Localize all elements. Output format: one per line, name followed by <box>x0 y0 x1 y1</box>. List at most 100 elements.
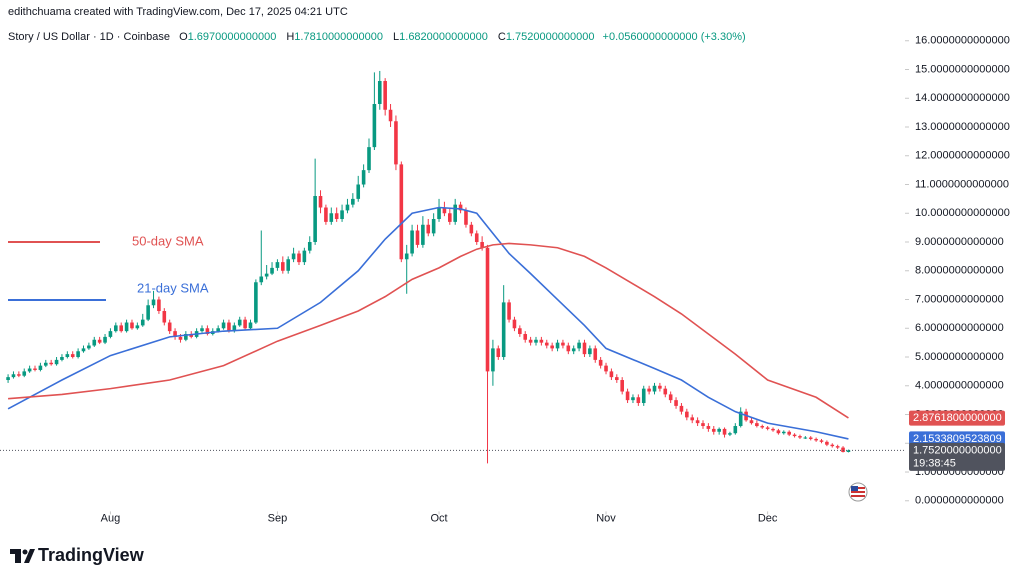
candle-body <box>318 196 323 208</box>
candle-body <box>749 420 754 424</box>
candle-body <box>641 388 646 404</box>
ohlc-item: L1.6820000000000 <box>393 31 492 43</box>
candle-body <box>345 204 350 211</box>
candle-body <box>43 362 48 366</box>
candle-body <box>38 365 43 370</box>
candle-body <box>243 319 247 329</box>
ohlc-value: 1.7810000000000 <box>294 31 384 43</box>
candle-body <box>711 428 716 432</box>
candle-body <box>97 339 102 343</box>
candle-body <box>65 354 70 358</box>
candle-body <box>717 428 721 432</box>
candle-body <box>620 380 624 392</box>
candle-body <box>162 311 167 323</box>
candle-body <box>421 224 425 245</box>
candle-body <box>410 230 414 254</box>
candle-body <box>329 213 334 222</box>
candle-body <box>491 348 495 372</box>
candle-body <box>221 322 226 329</box>
candle-body <box>733 426 738 434</box>
logo-icon <box>10 549 35 563</box>
candle-body <box>60 357 64 360</box>
change-value: +0.0560000000000 (+3.30%) <box>602 31 746 43</box>
candle-body <box>324 207 328 222</box>
candle-body <box>647 388 651 392</box>
candle-body <box>835 446 840 448</box>
sma-line <box>7 206 849 440</box>
candle-body <box>264 273 269 277</box>
candle-body <box>706 426 711 429</box>
candle-body <box>130 322 134 329</box>
candle-body <box>555 342 560 349</box>
candle-body <box>636 397 641 404</box>
candle-body <box>103 336 107 343</box>
ohlc-item: O1.6970000000000 <box>179 31 280 43</box>
legend-label: 21-day SMA <box>137 280 209 295</box>
candle-body <box>658 385 662 389</box>
candle-body <box>426 224 431 234</box>
candle-body <box>377 81 382 105</box>
candle-body <box>598 359 603 366</box>
price-badge-label: 2.1533809523809 <box>913 433 1002 445</box>
x-tick-label: Aug <box>101 512 121 524</box>
y-tick-label: 4.0000000000000 <box>915 380 1004 392</box>
candle-body <box>496 348 501 358</box>
candle-body <box>173 331 177 337</box>
candle-body <box>501 302 506 358</box>
y-tick-label: 0.0000000000000 <box>915 495 1004 507</box>
sma-line <box>8 242 849 419</box>
y-tick-label: 12.0000000000000 <box>915 150 1010 162</box>
candle-body <box>512 319 517 329</box>
candle-body <box>571 348 576 352</box>
candle-body <box>351 198 355 205</box>
candle-body <box>765 427 770 429</box>
candle-body <box>722 428 727 435</box>
candle-body <box>781 431 786 434</box>
candle-body <box>701 423 705 427</box>
attribution: edithchuama created with TradingView.com… <box>8 6 348 18</box>
candle-body <box>668 394 673 401</box>
candle-body <box>825 441 829 445</box>
candle-body <box>534 339 538 343</box>
candle-body <box>356 184 361 199</box>
candle-body <box>54 359 59 365</box>
candle-body <box>216 328 220 332</box>
candle-body <box>453 204 457 222</box>
candle-body <box>146 305 150 320</box>
price-badge-time: 19:38:45 <box>913 457 956 469</box>
candle-body <box>11 374 16 378</box>
candle-body <box>523 334 528 340</box>
candle-body <box>561 342 565 346</box>
candle-body <box>798 436 802 438</box>
flag-icon <box>848 482 868 502</box>
candle-body <box>334 213 339 220</box>
price-badge-label: 1.7520000000000 <box>913 444 1002 456</box>
candle-body <box>291 253 296 260</box>
y-tick-label: 5.0000000000000 <box>915 351 1004 363</box>
candle-body <box>184 334 188 340</box>
candle-body <box>819 440 824 442</box>
candle-body <box>544 342 549 346</box>
candle-body <box>539 339 544 343</box>
candle-body <box>92 339 97 346</box>
y-tick-label: 13.0000000000000 <box>915 121 1010 133</box>
price-badge <box>909 431 1005 447</box>
candle-body <box>776 430 781 434</box>
candle-body <box>663 388 668 395</box>
candle-body <box>404 253 409 260</box>
candle-body <box>6 377 10 381</box>
candle-body <box>728 433 732 435</box>
candle-body <box>394 121 398 165</box>
candle-body <box>140 319 145 326</box>
candle-body <box>448 213 452 222</box>
candle-body <box>270 267 274 274</box>
candle-body <box>151 299 156 306</box>
candle-body <box>313 196 317 243</box>
candle-body <box>200 328 204 332</box>
candle-body <box>259 276 264 283</box>
candle-body <box>474 233 479 243</box>
y-tick-label: 6.0000000000000 <box>915 322 1004 334</box>
x-tick-label: Oct <box>430 512 447 524</box>
candle-body <box>760 426 765 428</box>
